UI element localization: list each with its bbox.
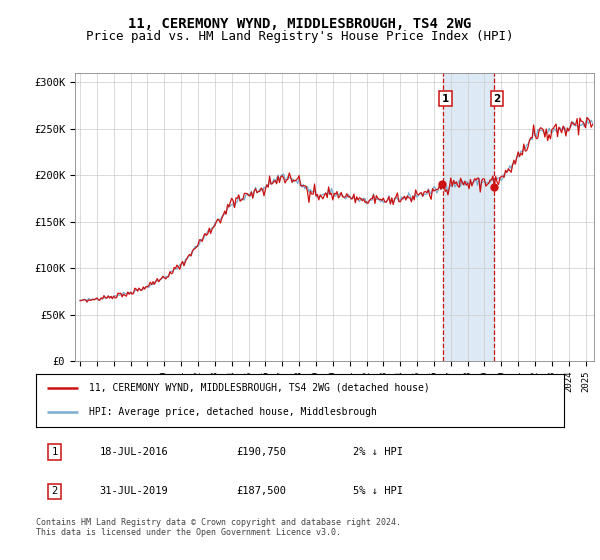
Text: Price paid vs. HM Land Registry's House Price Index (HPI): Price paid vs. HM Land Registry's House …	[86, 30, 514, 44]
Text: HPI: Average price, detached house, Middlesbrough: HPI: Average price, detached house, Midd…	[89, 407, 377, 417]
Bar	[443, 73, 494, 361]
Text: 11, CEREMONY WYND, MIDDLESBROUGH, TS4 2WG (detached house): 11, CEREMONY WYND, MIDDLESBROUGH, TS4 2W…	[89, 383, 430, 393]
Text: 1: 1	[442, 94, 449, 104]
Text: 1: 1	[52, 447, 58, 457]
Text: 2: 2	[493, 94, 500, 104]
Text: £187,500: £187,500	[236, 487, 287, 497]
Text: 2: 2	[52, 487, 58, 497]
Text: Contains HM Land Registry data © Crown copyright and database right 2024.
This d: Contains HM Land Registry data © Crown c…	[36, 518, 401, 538]
Text: 5% ↓ HPI: 5% ↓ HPI	[353, 487, 403, 497]
Text: 11, CEREMONY WYND, MIDDLESBROUGH, TS4 2WG: 11, CEREMONY WYND, MIDDLESBROUGH, TS4 2W…	[128, 17, 472, 31]
Text: 31-JUL-2019: 31-JUL-2019	[100, 487, 168, 497]
Text: 18-JUL-2016: 18-JUL-2016	[100, 447, 168, 457]
Text: £190,750: £190,750	[236, 447, 287, 457]
Text: 2% ↓ HPI: 2% ↓ HPI	[353, 447, 403, 457]
